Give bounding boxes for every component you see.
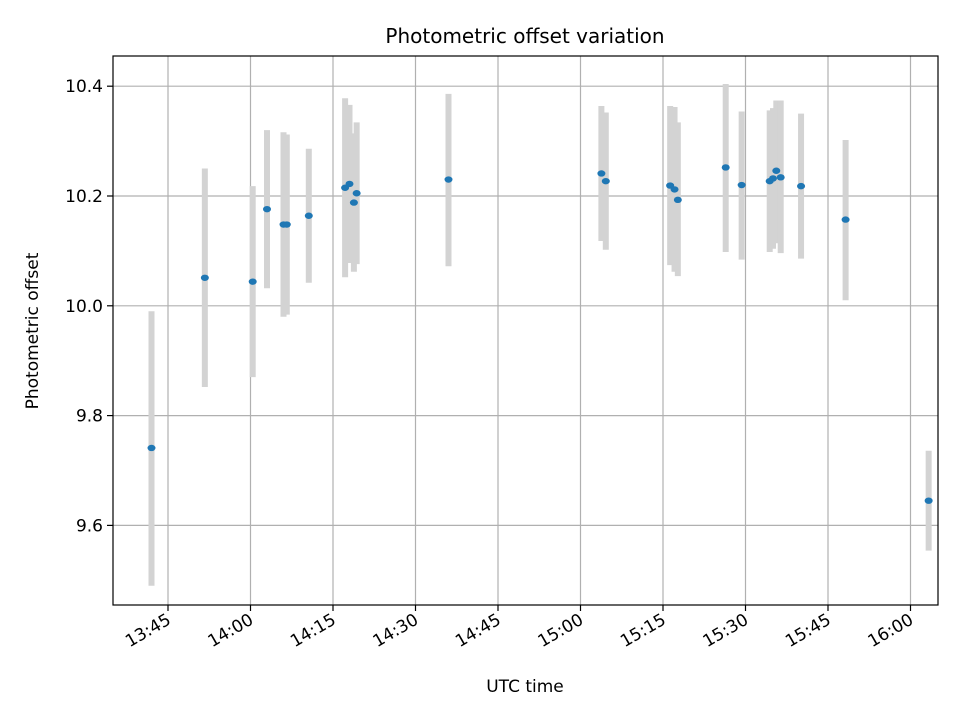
y-tick-label: 10.0 [65, 297, 103, 317]
data-point [444, 176, 453, 183]
data-point [776, 174, 785, 181]
data-point [601, 177, 610, 185]
data-point [263, 205, 271, 213]
data-point [737, 181, 746, 189]
y-tick-label: 10.4 [65, 77, 103, 97]
y-tick-label: 10.2 [65, 187, 103, 207]
data-point [352, 190, 361, 197]
x-axis-label: UTC time [486, 677, 564, 697]
chart-title: Photometric offset variation [385, 24, 664, 48]
data-point [772, 167, 781, 174]
data-point [345, 180, 354, 188]
data-point [349, 199, 358, 206]
y-tick-label: 9.6 [76, 516, 103, 536]
data-point [200, 274, 209, 281]
data-point [673, 196, 682, 204]
data-point [248, 278, 257, 285]
data-point [304, 212, 313, 219]
data-point [282, 221, 291, 228]
data-point [670, 186, 679, 193]
point-layer [147, 164, 933, 504]
data-point [147, 444, 156, 452]
data-point [769, 175, 777, 182]
plot-frame [112, 55, 939, 606]
data-point [841, 216, 850, 223]
y-axis-label: Photometric offset [23, 252, 43, 409]
data-point [924, 497, 933, 504]
data-point [797, 182, 806, 190]
y-tick-label: 9.8 [76, 407, 103, 427]
data-point [597, 170, 606, 177]
data-point [721, 164, 730, 171]
